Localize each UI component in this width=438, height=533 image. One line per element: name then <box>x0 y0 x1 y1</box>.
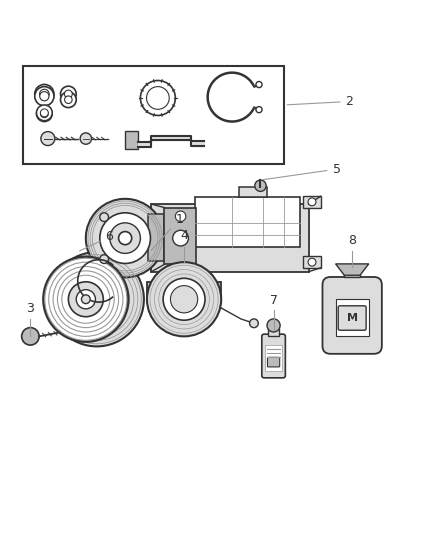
Bar <box>148 214 163 261</box>
Circle shape <box>35 84 54 103</box>
Bar <box>335 345 370 350</box>
Bar <box>336 299 369 336</box>
Circle shape <box>36 105 52 120</box>
FancyBboxPatch shape <box>322 277 382 354</box>
Circle shape <box>147 87 169 109</box>
Bar <box>303 256 321 268</box>
FancyBboxPatch shape <box>338 306 366 330</box>
Circle shape <box>40 92 49 101</box>
Circle shape <box>256 82 262 87</box>
Circle shape <box>68 282 103 317</box>
Circle shape <box>60 92 76 108</box>
Circle shape <box>90 292 104 306</box>
Circle shape <box>256 107 262 112</box>
Circle shape <box>100 213 109 222</box>
Circle shape <box>308 258 316 266</box>
FancyBboxPatch shape <box>262 334 286 378</box>
Circle shape <box>255 180 266 191</box>
Bar <box>265 345 282 372</box>
Circle shape <box>76 289 95 309</box>
Circle shape <box>250 319 258 328</box>
Bar <box>147 282 221 295</box>
Text: 5: 5 <box>263 163 340 180</box>
Text: 6: 6 <box>80 230 113 251</box>
Bar <box>239 187 267 197</box>
Bar <box>151 204 308 272</box>
Circle shape <box>49 252 144 346</box>
Circle shape <box>170 286 198 313</box>
Text: 2: 2 <box>287 95 353 108</box>
Circle shape <box>86 199 164 277</box>
Circle shape <box>100 255 109 263</box>
Circle shape <box>21 328 39 345</box>
Circle shape <box>100 213 150 263</box>
Circle shape <box>64 96 72 103</box>
Polygon shape <box>336 264 369 275</box>
Circle shape <box>39 89 49 99</box>
Circle shape <box>141 80 175 116</box>
Circle shape <box>40 110 48 118</box>
FancyBboxPatch shape <box>268 357 280 367</box>
Text: 3: 3 <box>26 302 34 314</box>
Circle shape <box>40 109 48 117</box>
Polygon shape <box>125 131 138 149</box>
Text: 7: 7 <box>269 294 278 306</box>
Circle shape <box>119 231 132 245</box>
Circle shape <box>43 257 128 342</box>
Circle shape <box>81 295 90 304</box>
Circle shape <box>64 90 72 98</box>
Bar <box>164 207 196 264</box>
Text: M: M <box>346 313 358 323</box>
Circle shape <box>35 87 54 106</box>
Circle shape <box>147 262 221 336</box>
Text: 8: 8 <box>348 234 356 247</box>
Bar <box>344 268 360 277</box>
Circle shape <box>308 198 316 206</box>
Text: 1: 1 <box>151 213 183 251</box>
Circle shape <box>80 133 92 144</box>
Circle shape <box>36 106 52 122</box>
Circle shape <box>163 278 205 320</box>
Bar <box>303 196 321 207</box>
Bar <box>195 197 300 247</box>
Bar <box>22 66 285 164</box>
Circle shape <box>60 86 76 102</box>
Bar <box>268 328 279 336</box>
Circle shape <box>110 223 141 253</box>
Circle shape <box>173 230 188 246</box>
Text: 4: 4 <box>180 230 188 243</box>
Circle shape <box>41 132 55 146</box>
Circle shape <box>83 285 111 313</box>
Circle shape <box>175 211 186 222</box>
Circle shape <box>267 319 280 332</box>
